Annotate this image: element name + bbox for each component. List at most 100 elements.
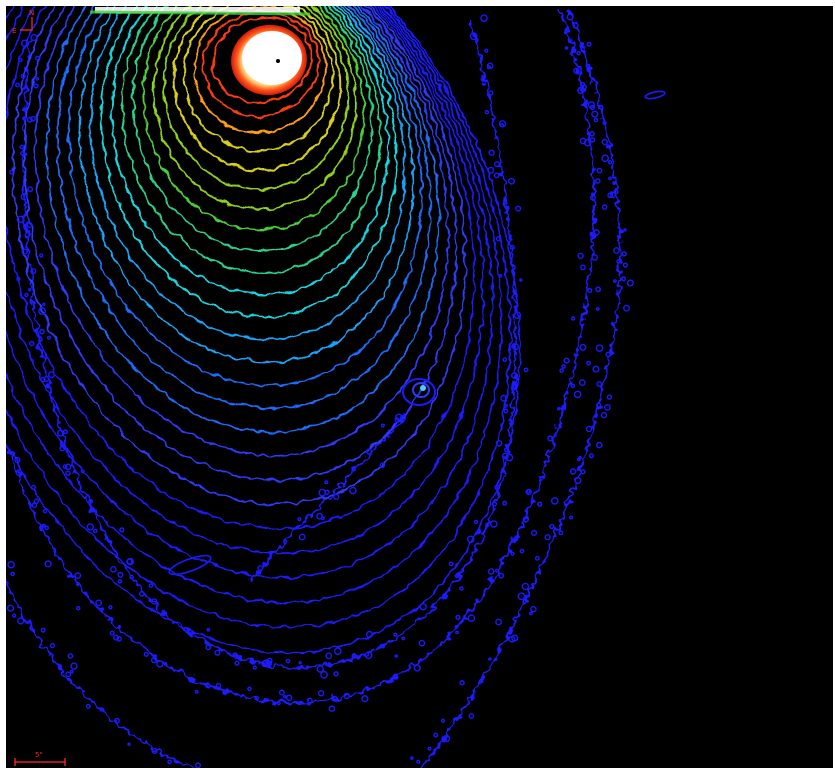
- contour-speckle: [455, 614, 461, 620]
- contour-speckle: [108, 605, 113, 610]
- contour-speckle: [541, 475, 546, 479]
- contour-speckle: [488, 149, 495, 156]
- outer-contour-arc: [6, 580, 194, 768]
- contour-speckle: [570, 316, 576, 321]
- contour-speckle: [40, 627, 46, 633]
- contour-speckle: [493, 172, 500, 179]
- contour-speckle: [325, 652, 333, 660]
- contour-speckle: [511, 372, 518, 379]
- contour-speckle: [569, 515, 574, 520]
- contour-speckle: [69, 669, 74, 674]
- contour-speckle: [195, 762, 201, 768]
- contour-speckle: [316, 665, 325, 673]
- contour-speckle: [576, 51, 581, 56]
- contour-speckle: [74, 572, 82, 579]
- contour-level: [173, 6, 342, 171]
- contour-speckle: [580, 469, 586, 475]
- contour-speckle: [578, 379, 586, 386]
- contour-speckle: [234, 660, 240, 666]
- contour-speckle: [442, 734, 451, 743]
- contour-speckle: [20, 73, 26, 79]
- contour-speckle: [495, 439, 503, 447]
- contour-speckle: [573, 67, 580, 75]
- contour-level: [163, 6, 349, 191]
- contour-speckle: [626, 279, 634, 287]
- contour-speckle: [609, 191, 614, 195]
- contour-speckle: [413, 664, 421, 672]
- contour-speckle: [607, 159, 613, 165]
- contour-speckle: [486, 62, 494, 70]
- contour-level: [110, 6, 390, 296]
- contour-speckle: [593, 229, 600, 236]
- contour-speckle: [361, 695, 369, 703]
- contour-speckle: [574, 477, 582, 485]
- contour-speckle: [254, 695, 260, 701]
- contour-speckle: [601, 154, 610, 163]
- contour-speckle: [590, 194, 597, 201]
- contour-speckle: [469, 32, 478, 41]
- contour-speckle: [35, 55, 40, 61]
- contour-speckle: [468, 713, 475, 719]
- contour-level: [78, 6, 415, 363]
- contour-speckle: [487, 568, 495, 575]
- contour-level: [23, 6, 458, 481]
- contour-level: [132, 6, 373, 252]
- contour-speckle: [320, 670, 328, 679]
- contour-speckle: [26, 116, 33, 123]
- contour-speckle: [587, 287, 593, 294]
- contour-speckle: [44, 525, 50, 531]
- contour-speckle: [467, 614, 476, 623]
- contour-speckle: [333, 671, 339, 677]
- contour-speckle: [410, 756, 414, 760]
- contour-speckle: [596, 402, 602, 408]
- contour-speckle: [530, 605, 537, 613]
- contour-speckle: [513, 311, 522, 320]
- contour-speckle: [573, 390, 582, 399]
- contour-speckle: [117, 579, 123, 584]
- contour-speckle: [20, 39, 29, 48]
- contour-speckle: [333, 493, 340, 500]
- contour-speckle: [488, 657, 492, 661]
- contour-speckle: [503, 408, 509, 414]
- contour-speckle: [6, 579, 7, 585]
- scale-bar: 5": [14, 751, 66, 766]
- contour-speckle: [544, 534, 551, 541]
- contour-speckle: [466, 535, 475, 544]
- contour-speckle: [324, 489, 330, 495]
- contour-speckle: [564, 46, 569, 50]
- contour-speckle: [22, 116, 27, 121]
- contour-speckle: [595, 307, 600, 311]
- contour-speckle: [576, 457, 581, 462]
- contour-speckle: [510, 551, 515, 556]
- contour-speckle: [488, 90, 494, 96]
- contour-speckle: [214, 649, 221, 656]
- top-edge-green: [89, 10, 311, 16]
- contour-speckle: [427, 746, 432, 751]
- contour-speckle: [116, 636, 122, 642]
- contour-level: [6, 6, 475, 530]
- contour-speckle: [584, 99, 588, 104]
- contour-speckle: [263, 562, 267, 566]
- contour-speckle: [578, 455, 582, 460]
- contour-speckle: [328, 705, 336, 712]
- contour-speckle: [444, 594, 448, 598]
- contour-speckle: [267, 657, 273, 663]
- contour-speckle: [26, 222, 33, 229]
- isolated-contour-2: [168, 554, 212, 576]
- contour-speckle: [613, 189, 619, 195]
- contour-speckle: [298, 533, 306, 541]
- contour-speckle: [455, 630, 459, 635]
- contour-speckle: [151, 747, 158, 755]
- contour-speckle: [602, 120, 607, 126]
- contour-speckle: [10, 571, 15, 577]
- contour-level: [56, 6, 432, 410]
- contour-speckle: [86, 523, 95, 531]
- contour-speckle: [579, 137, 587, 145]
- contour-speckles: [6, 13, 634, 768]
- contour-speckle: [49, 642, 56, 649]
- contour-speckle: [586, 360, 591, 366]
- contour-speckle: [495, 235, 502, 242]
- contour-speckle: [588, 453, 594, 459]
- compass-arrows: [20, 17, 33, 31]
- contour-speckle: [508, 635, 516, 643]
